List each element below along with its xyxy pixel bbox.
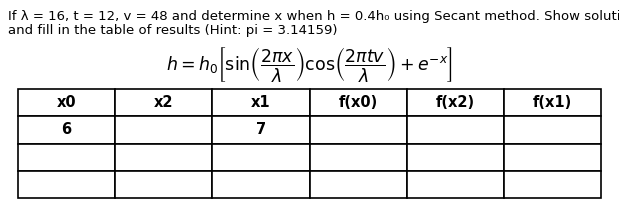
Bar: [18, 171, 115, 198]
Text: f(x2): f(x2): [436, 95, 475, 110]
Bar: [212, 89, 310, 116]
Bar: [504, 116, 601, 143]
Bar: [310, 116, 407, 143]
Bar: [212, 116, 310, 143]
Bar: [115, 143, 212, 171]
Text: 6: 6: [61, 122, 72, 137]
Bar: [407, 89, 504, 116]
Bar: [115, 171, 212, 198]
Text: 7: 7: [256, 122, 266, 137]
Text: If λ = 16, t = 12, v = 48 and determine x when h = 0.4h₀ using Secant method. Sh: If λ = 16, t = 12, v = 48 and determine …: [8, 10, 619, 23]
Bar: [504, 143, 601, 171]
Bar: [212, 171, 310, 198]
Text: x2: x2: [154, 95, 173, 110]
Bar: [310, 89, 407, 116]
Text: and fill in the table of results (Hint: pi = 3.14159): and fill in the table of results (Hint: …: [8, 24, 337, 37]
Bar: [115, 89, 212, 116]
Bar: [310, 143, 407, 171]
Bar: [18, 89, 115, 116]
Text: f(x1): f(x1): [533, 95, 572, 110]
Text: x1: x1: [251, 95, 271, 110]
Bar: [407, 116, 504, 143]
Bar: [407, 143, 504, 171]
Text: $h = h_0 \left[ \sin\!\left(\dfrac{2\pi x}{\lambda}\right)\cos\!\left(\dfrac{2\p: $h = h_0 \left[ \sin\!\left(\dfrac{2\pi …: [165, 45, 452, 84]
Bar: [212, 143, 310, 171]
Bar: [18, 116, 115, 143]
Bar: [504, 171, 601, 198]
Bar: [504, 89, 601, 116]
Bar: [18, 143, 115, 171]
Text: f(x0): f(x0): [339, 95, 378, 110]
Bar: [115, 116, 212, 143]
Bar: [407, 171, 504, 198]
Bar: [310, 171, 407, 198]
Text: x0: x0: [57, 95, 76, 110]
